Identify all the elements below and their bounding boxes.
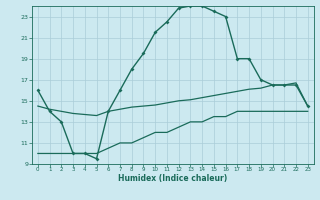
X-axis label: Humidex (Indice chaleur): Humidex (Indice chaleur) bbox=[118, 174, 228, 183]
